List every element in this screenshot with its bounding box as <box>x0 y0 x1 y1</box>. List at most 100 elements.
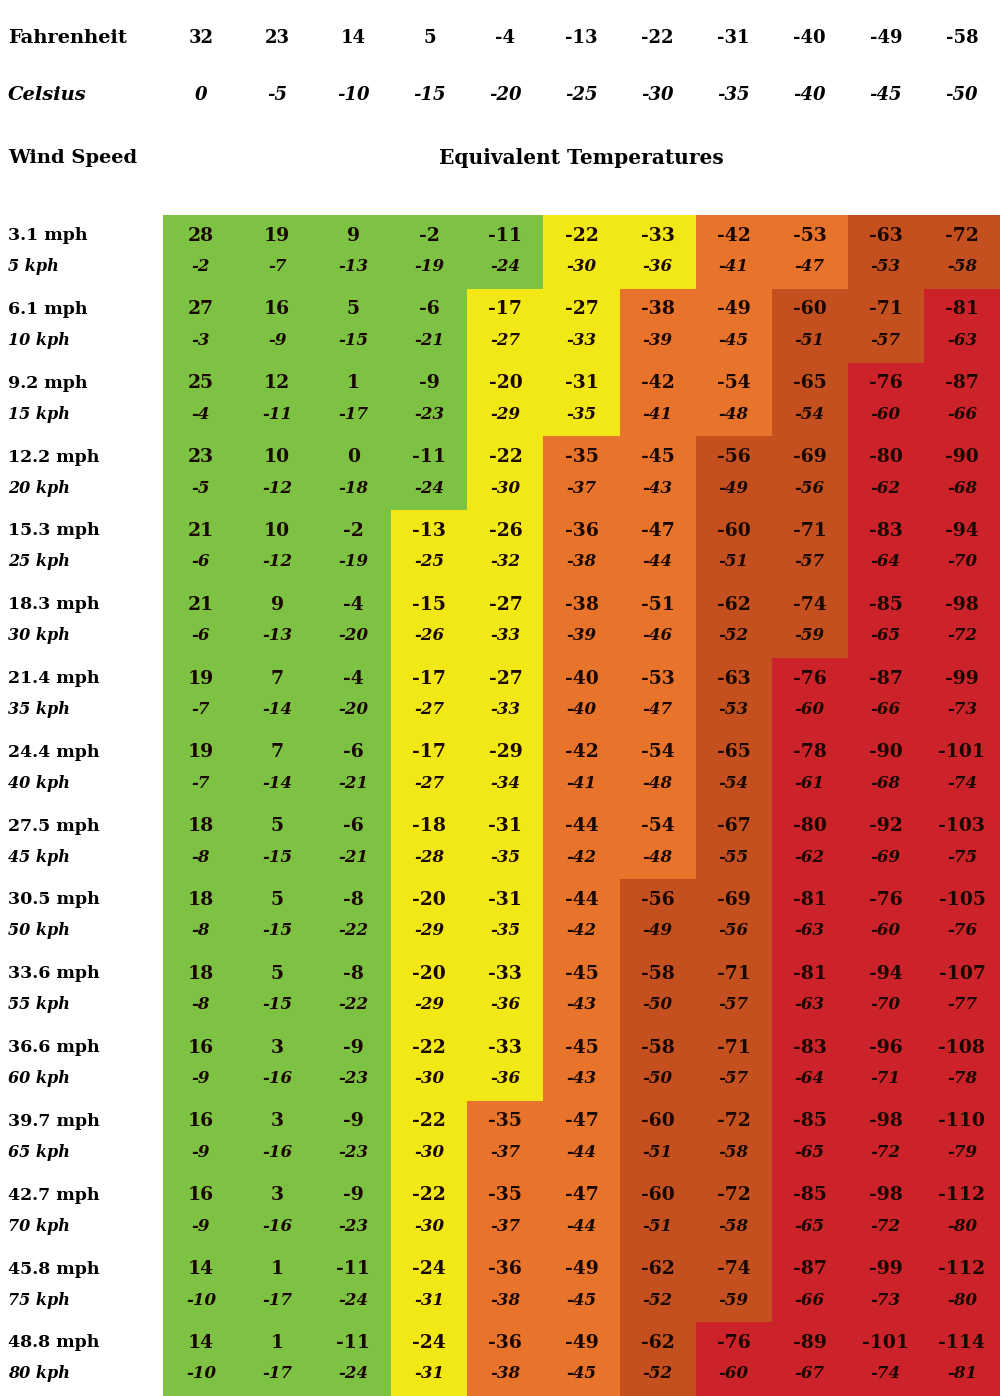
Text: 55 kph: 55 kph <box>8 997 70 1013</box>
Text: -81: -81 <box>793 891 827 909</box>
Text: -72: -72 <box>717 1113 751 1131</box>
Bar <box>315 289 391 363</box>
Text: -67: -67 <box>717 817 751 835</box>
Text: -21: -21 <box>414 332 444 349</box>
Text: -30: -30 <box>641 87 674 103</box>
Text: -42: -42 <box>566 923 597 940</box>
Text: -60: -60 <box>793 300 827 318</box>
Bar <box>315 363 391 437</box>
Text: -45: -45 <box>566 1365 597 1382</box>
Text: -80: -80 <box>947 1291 977 1308</box>
Text: -72: -72 <box>871 1143 901 1161</box>
Text: 70 kph: 70 kph <box>8 1217 70 1234</box>
Bar <box>772 511 848 584</box>
Text: -17: -17 <box>338 406 368 423</box>
Text: -47: -47 <box>641 522 674 540</box>
Text: -76: -76 <box>947 923 977 940</box>
Text: -10: -10 <box>337 87 369 103</box>
Text: -52: -52 <box>643 1291 673 1308</box>
Text: -35: -35 <box>488 1187 522 1205</box>
Text: -4: -4 <box>343 596 364 614</box>
Text: -54: -54 <box>795 406 825 423</box>
Text: -58: -58 <box>641 965 675 983</box>
Bar <box>696 1027 772 1101</box>
Bar <box>772 1101 848 1174</box>
Bar <box>239 1101 315 1174</box>
Text: -35: -35 <box>717 87 750 103</box>
Bar <box>163 658 239 732</box>
Text: -15: -15 <box>262 997 292 1013</box>
Text: -27: -27 <box>489 596 522 614</box>
Bar <box>848 511 924 584</box>
Text: -17: -17 <box>262 1365 292 1382</box>
Text: -58: -58 <box>641 1039 675 1057</box>
Bar <box>620 511 696 584</box>
Text: -42: -42 <box>641 374 674 392</box>
Text: -8: -8 <box>192 923 210 940</box>
Bar <box>391 1101 467 1174</box>
Text: 19: 19 <box>188 670 214 688</box>
Text: -16: -16 <box>262 1217 292 1234</box>
Bar <box>696 1101 772 1174</box>
Text: -31: -31 <box>717 29 750 47</box>
Text: -70: -70 <box>871 997 901 1013</box>
Text: -57: -57 <box>719 997 749 1013</box>
Text: -34: -34 <box>490 775 520 792</box>
Text: 45 kph: 45 kph <box>8 849 70 866</box>
Text: -99: -99 <box>945 670 979 688</box>
Bar <box>239 289 315 363</box>
Text: -80: -80 <box>869 448 903 466</box>
Bar <box>772 437 848 511</box>
Text: 48.8 mph: 48.8 mph <box>8 1335 99 1351</box>
Text: -13: -13 <box>412 522 446 540</box>
Text: -33: -33 <box>488 965 522 983</box>
Text: -14: -14 <box>262 775 292 792</box>
Text: -71: -71 <box>871 1071 901 1087</box>
Bar <box>620 584 696 658</box>
Text: -103: -103 <box>938 817 985 835</box>
Text: -6: -6 <box>343 743 364 761</box>
Text: 9: 9 <box>271 596 284 614</box>
Text: Celsius: Celsius <box>8 87 87 103</box>
Text: -9: -9 <box>343 1187 364 1205</box>
Bar <box>620 1174 696 1248</box>
Bar <box>543 289 620 363</box>
Text: -38: -38 <box>490 1365 520 1382</box>
Text: -71: -71 <box>793 522 827 540</box>
Bar <box>924 658 1000 732</box>
Text: -59: -59 <box>795 627 825 644</box>
Text: -71: -71 <box>869 300 903 318</box>
Text: -36: -36 <box>565 522 598 540</box>
Text: -22: -22 <box>489 448 522 466</box>
Bar <box>543 511 620 584</box>
Bar <box>391 289 467 363</box>
Text: 18: 18 <box>188 891 214 909</box>
Bar <box>848 1248 924 1322</box>
Text: -33: -33 <box>488 1039 522 1057</box>
Bar <box>163 1027 239 1101</box>
Bar <box>467 511 543 584</box>
Text: -60: -60 <box>871 406 901 423</box>
Text: -66: -66 <box>795 1291 825 1308</box>
Text: -30: -30 <box>414 1217 444 1234</box>
Bar <box>696 805 772 879</box>
Text: 19: 19 <box>188 743 214 761</box>
Text: -11: -11 <box>412 448 446 466</box>
Text: -11: -11 <box>262 406 292 423</box>
Bar <box>543 1322 620 1396</box>
Text: -21: -21 <box>338 849 368 866</box>
Text: -49: -49 <box>643 923 673 940</box>
Bar <box>163 289 239 363</box>
Text: -54: -54 <box>717 374 751 392</box>
Text: 5: 5 <box>347 300 360 318</box>
Text: -60: -60 <box>641 1113 674 1131</box>
Text: -53: -53 <box>871 258 901 275</box>
Text: -64: -64 <box>871 553 901 571</box>
Bar <box>620 363 696 437</box>
Bar <box>620 658 696 732</box>
Bar <box>620 1027 696 1101</box>
Bar <box>543 584 620 658</box>
Text: -87: -87 <box>793 1261 827 1279</box>
Text: -17: -17 <box>412 743 446 761</box>
Bar <box>848 215 924 289</box>
